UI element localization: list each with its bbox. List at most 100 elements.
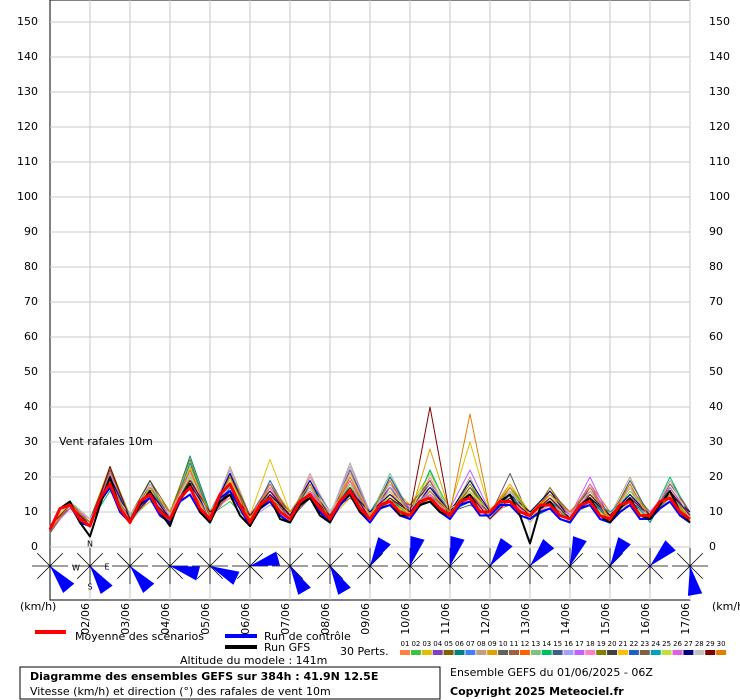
rose-spoke [489, 565, 504, 580]
pert-legend-label: 21 [619, 640, 628, 648]
rose-spoke [356, 552, 371, 567]
pert-legend-label: 11 [510, 640, 519, 648]
legend-label: Moyenne des scénarios [75, 630, 204, 643]
y-tick-label-right: 140 [709, 50, 730, 63]
x-tick-label: 08/06 [319, 603, 332, 635]
wind-wedge [570, 536, 587, 566]
pert-legend-label: 15 [553, 640, 562, 648]
y-tick-label-right: 70 [709, 295, 723, 308]
compass-label: S [87, 583, 92, 592]
rose-spoke [409, 552, 424, 567]
annotation: Vent rafales 10m [59, 435, 153, 448]
pert-legend-swatch [574, 650, 585, 655]
y-tick-label-right: 100 [709, 190, 730, 203]
y-axis-label: (km/h) [20, 600, 56, 613]
y-tick-label-right: 90 [709, 225, 723, 238]
rose-spoke [329, 552, 344, 567]
rose-spoke [89, 552, 104, 567]
y-tick-label: 100 [17, 190, 38, 203]
y-tick-label-right: 60 [709, 330, 723, 343]
pert-legend-swatch [530, 650, 541, 655]
pert-legend-swatch [421, 650, 432, 655]
pert-legend-swatch [650, 650, 661, 655]
pert-legend-swatch [519, 650, 530, 655]
rose-spoke [36, 565, 51, 580]
rose-spoke [49, 552, 64, 567]
y-tick-label-right: 110 [709, 155, 730, 168]
pert-legend-swatch [705, 650, 716, 655]
series-line [48, 482, 691, 531]
wind-wedge [530, 539, 555, 566]
rose-spoke [676, 552, 691, 567]
y-tick-label-right: 30 [709, 435, 723, 448]
x-tick-label: 02/06 [79, 603, 92, 635]
rose-spoke [209, 552, 224, 567]
compass-label: E [104, 563, 109, 572]
rose-spoke [409, 565, 424, 580]
y-tick-label-right: 120 [709, 120, 730, 133]
rose-spoke [556, 552, 571, 567]
wind-wedge [450, 536, 465, 566]
y-tick-label-right: 20 [709, 470, 723, 483]
y-tick-label-right: 50 [709, 365, 723, 378]
rose-spoke [676, 565, 691, 580]
wind-wedge [650, 540, 676, 566]
series-line [49, 486, 691, 530]
pert-legend-swatch [683, 650, 694, 655]
wind-wedge [90, 566, 113, 595]
y-tick-label-right: 40 [709, 400, 723, 413]
pert-legend-label: 23 [640, 640, 649, 648]
wind-wedge [410, 536, 425, 566]
pert-legend-label: 28 [695, 640, 704, 648]
rose-spoke [169, 565, 184, 580]
rose-spoke [196, 565, 211, 580]
y-tick-label-right: 150 [709, 15, 730, 28]
y-tick-label: 130 [17, 85, 38, 98]
wind-wedge [687, 566, 703, 596]
rose-spoke [476, 565, 491, 580]
pert-legend-label: 14 [542, 640, 551, 648]
rose-spoke [689, 565, 704, 580]
y-tick-label-right: 130 [709, 85, 730, 98]
rose-spoke [569, 565, 584, 580]
rose-spoke [236, 552, 251, 567]
pert-legend-label: 06 [455, 640, 464, 648]
pert-legend-swatch [716, 650, 727, 655]
pert-legend-label: 18 [586, 640, 595, 648]
rose-spoke [636, 565, 651, 580]
wind-wedge [250, 551, 280, 566]
altitude: Altitude du modele : 141m [180, 654, 327, 667]
rose-spoke [396, 552, 411, 567]
x-tick-label: 07/06 [279, 603, 292, 635]
rose-spoke [516, 552, 531, 567]
rose-spoke [316, 565, 331, 580]
x-tick-label: 17/06 [679, 603, 692, 635]
y-tick-label: 120 [17, 120, 38, 133]
pert-legend-label: 02 [411, 640, 420, 648]
pert-legend-label: 30 [717, 640, 726, 648]
rose-spoke [476, 552, 491, 567]
rose-spoke [316, 552, 331, 567]
x-tick-label: 15/06 [599, 603, 612, 635]
pert-legend-swatch [487, 650, 498, 655]
x-tick-label: 11/06 [439, 603, 452, 635]
rose-spoke [249, 552, 264, 567]
wind-wedge [610, 537, 631, 566]
run-label: Ensemble GEFS du 01/06/2025 - 06Z [450, 666, 653, 679]
wind-wedge [330, 566, 351, 595]
rose-spoke [236, 565, 251, 580]
rose-spoke [76, 565, 91, 580]
rose-spoke [516, 565, 531, 580]
rose-spoke [356, 565, 371, 580]
pert-legend-label: 17 [575, 640, 584, 648]
rose-spoke [76, 552, 91, 567]
y-tick-label: 20 [24, 470, 38, 483]
rose-spoke [116, 552, 131, 567]
pert-legend-label: 25 [662, 640, 671, 648]
y-tick-label: 140 [17, 50, 38, 63]
pert-legend-label: 27 [684, 640, 693, 648]
pert-legend-label: 08 [477, 640, 486, 648]
pert-legend-swatch [465, 650, 476, 655]
compass-label: W [72, 564, 80, 573]
